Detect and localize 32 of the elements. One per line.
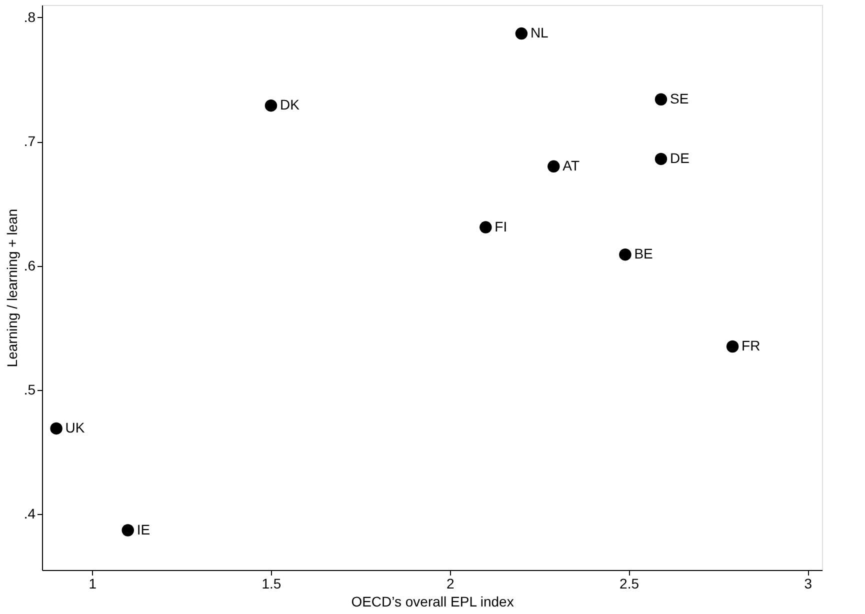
x-axis-title: OECD’s overall EPL index (351, 594, 514, 610)
data-label: BE (634, 246, 653, 262)
point (122, 524, 134, 536)
x-tick-label: 1 (88, 576, 97, 592)
y-tick-label: .6 (24, 257, 36, 274)
x-tick-label: 1.5 (262, 576, 282, 592)
point (548, 160, 560, 173)
x-tick-label: 3 (804, 576, 812, 592)
point (726, 340, 739, 353)
point (264, 99, 278, 112)
point (50, 422, 62, 435)
y-tick-label: .5 (24, 381, 36, 398)
data-label: UK (65, 419, 86, 436)
data-label: SE (670, 90, 689, 106)
data-label: AT (562, 157, 580, 174)
data-label: DE (670, 150, 690, 166)
y-tick-label: .4 (24, 506, 36, 522)
y-tick-label: .7 (24, 133, 36, 150)
point (654, 152, 668, 166)
point (480, 221, 492, 234)
x-tick-label: 2.5 (620, 576, 640, 592)
data-label: FI (494, 218, 508, 234)
point (619, 248, 632, 261)
y-axis-title: Learning / learning + lean (4, 208, 20, 368)
x-tick-label: 2 (446, 576, 454, 592)
data-label: IE (136, 521, 150, 538)
y-tick-label: .8 (24, 8, 36, 25)
data-label: NL (530, 24, 549, 41)
data-label: FR (742, 337, 760, 354)
point (654, 93, 668, 106)
data-label: DK (280, 96, 300, 113)
point (515, 27, 528, 40)
